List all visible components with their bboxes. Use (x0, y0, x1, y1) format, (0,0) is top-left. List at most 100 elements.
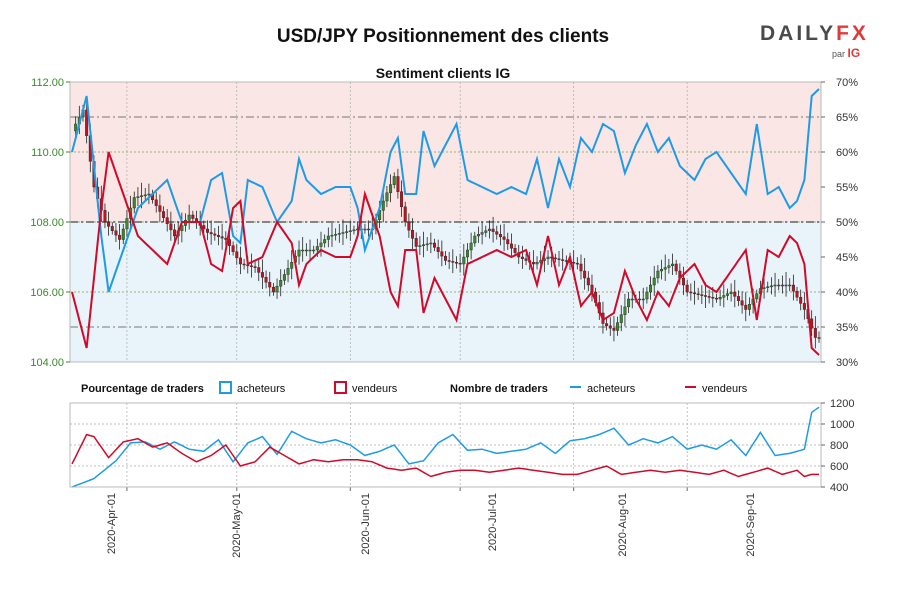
candle-body (755, 293, 759, 300)
candle-body (788, 284, 792, 287)
price-tick: 108.00 (30, 217, 64, 229)
price-axis-ticks (66, 81, 70, 363)
candle-body (385, 192, 389, 202)
candle-body (627, 298, 631, 308)
candle-body (334, 234, 338, 236)
candle-body (279, 280, 283, 287)
legend-pct-title: Pourcentage de traders (81, 383, 204, 395)
candle-body (506, 239, 510, 245)
candle-body (158, 205, 162, 212)
percent-tick: 60% (836, 147, 858, 159)
lower-gridlines (70, 403, 821, 491)
candle-body (422, 244, 426, 246)
dailyfx-logo: DAILYFX par IG (760, 22, 870, 64)
candle-body (121, 228, 125, 240)
candle-body (711, 297, 715, 299)
pct-sellers-line (71, 151, 820, 356)
date-tick: 2020-Apr-01 (106, 493, 118, 554)
price-tick: 110.00 (31, 147, 64, 159)
chart-subtitle: Sentiment clients IG (376, 65, 511, 81)
candle-body (202, 225, 206, 230)
candle-body (286, 268, 290, 275)
date-tick: 2020-Jun-01 (360, 493, 372, 555)
candle-body (656, 270, 660, 279)
candle-body (367, 228, 371, 231)
percent-tick: 70% (836, 77, 858, 89)
candle-body (381, 200, 385, 211)
candle-body (429, 242, 433, 245)
candle-body (257, 267, 261, 273)
candle-body (696, 293, 700, 295)
candle-body (107, 221, 111, 227)
candle-body (799, 297, 803, 304)
candle-body (747, 304, 751, 310)
date-tick: 2020-May-01 (231, 493, 243, 558)
brand-sub-ig: IG (847, 46, 861, 60)
candle-body (326, 235, 330, 240)
candle-body (671, 263, 675, 266)
candle-body (323, 239, 327, 244)
candle-body (660, 269, 664, 272)
candle-body (766, 286, 770, 288)
legend-pct-buy-label: acheteurs (237, 383, 286, 395)
candle-body (638, 298, 642, 301)
candle-body (455, 262, 458, 264)
candle-body (345, 231, 349, 233)
count-tick: 400 (830, 482, 848, 494)
candle-body (645, 291, 649, 300)
percent-tick: 40% (836, 287, 858, 299)
candle-body (253, 266, 257, 268)
candle-body (319, 242, 323, 247)
candle-body (791, 284, 795, 292)
count-axis-ticks (821, 402, 825, 488)
candle-body (235, 251, 239, 259)
candle-body (436, 247, 440, 252)
candle-body (268, 282, 272, 288)
candle-body (290, 262, 294, 269)
candle-body (557, 258, 561, 260)
candle-body (524, 258, 528, 261)
candle-body (330, 234, 334, 237)
candle-body (315, 246, 319, 251)
candle-body (502, 236, 506, 240)
candle-body (813, 327, 817, 338)
legend-pct-sell-label: vendeurs (352, 383, 398, 395)
candle-body (583, 270, 587, 279)
candle-body (440, 251, 444, 257)
candle-body (780, 284, 784, 287)
candle-body (275, 285, 279, 293)
candle-body (722, 295, 726, 298)
candle-body (389, 184, 393, 194)
percent-tick: 30% (836, 357, 858, 369)
legend-count-sell-label: vendeurs (702, 383, 748, 395)
candle-body (744, 304, 748, 310)
candle-body (630, 298, 634, 301)
candle-body (817, 337, 821, 339)
candle-body (586, 277, 590, 286)
percent-tick: 35% (836, 322, 858, 334)
candle-body (476, 234, 480, 237)
candle-body (363, 228, 367, 231)
candle-body (444, 255, 447, 261)
chart-title: USD/JPY Positionnement des clients (277, 26, 609, 47)
candle-body (187, 214, 191, 221)
candle-body (736, 296, 740, 301)
candle-body (414, 238, 418, 247)
candle-body (623, 306, 627, 315)
candle-body (667, 265, 671, 268)
candle-body (616, 322, 620, 331)
candle-body (220, 236, 224, 239)
count-tick: 600 (830, 461, 848, 473)
candle-body (491, 228, 495, 232)
candle-body (498, 234, 502, 238)
count-tick: 1200 (830, 398, 854, 410)
candle-body (110, 226, 114, 231)
candle-body (136, 196, 140, 198)
date-tick: 2020-Sep-01 (745, 493, 757, 557)
candle-body (271, 286, 275, 293)
candle-body (337, 233, 341, 235)
legend-count-title: Nombre de traders (450, 383, 548, 395)
candle-body (140, 195, 144, 197)
candle-body (495, 231, 499, 235)
percent-tick: 50% (836, 217, 858, 229)
